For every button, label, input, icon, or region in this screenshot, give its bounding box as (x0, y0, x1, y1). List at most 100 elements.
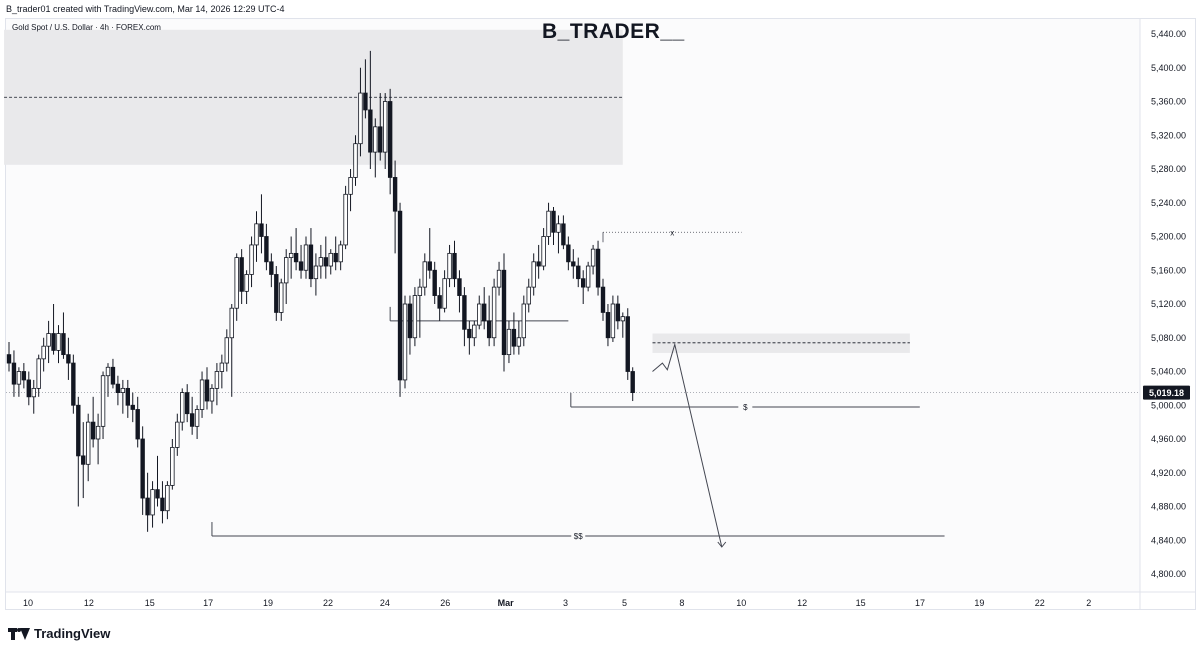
candle-body[interactable] (170, 447, 175, 486)
candle-body[interactable] (76, 404, 81, 457)
candle-body[interactable] (338, 244, 343, 263)
candle-body[interactable] (288, 252, 294, 258)
candle-body[interactable] (417, 286, 423, 296)
candle-body[interactable] (467, 328, 472, 339)
candle-body[interactable] (308, 244, 314, 280)
candle-body[interactable] (571, 261, 576, 267)
candle-body[interactable] (155, 489, 160, 499)
candle-body[interactable] (432, 269, 437, 296)
candle-body[interactable] (140, 438, 145, 499)
candle-body[interactable] (90, 421, 96, 440)
candle-body[interactable] (506, 328, 512, 356)
candle-body[interactable] (16, 371, 22, 385)
candle-body[interactable] (422, 261, 427, 288)
candle-body[interactable] (249, 244, 254, 275)
candle-body[interactable] (486, 320, 492, 339)
candle-body[interactable] (536, 261, 541, 267)
candle-body[interactable] (620, 316, 625, 322)
candle-body[interactable] (269, 261, 274, 275)
candle-body[interactable] (382, 101, 388, 153)
candle-body[interactable] (387, 101, 393, 178)
candle-body[interactable] (625, 316, 630, 372)
candle-body[interactable] (36, 358, 41, 389)
candle-body[interactable] (11, 362, 17, 385)
candle-body[interactable] (481, 303, 487, 322)
candle-body[interactable] (402, 303, 408, 381)
candle-body[interactable] (194, 409, 200, 427)
candle-body[interactable] (199, 379, 205, 410)
candle-body[interactable] (125, 387, 130, 406)
candle-body[interactable] (180, 392, 185, 423)
candle-body[interactable] (358, 92, 363, 145)
candle-body[interactable] (279, 282, 284, 313)
candle-body[interactable] (605, 312, 611, 339)
candle-body[interactable] (204, 379, 210, 402)
candle-body[interactable] (462, 295, 467, 330)
candle-body[interactable] (214, 371, 220, 389)
candle-body[interactable] (615, 303, 621, 322)
candle-body[interactable] (392, 177, 398, 212)
candle-body[interactable] (229, 307, 234, 339)
candle-body[interactable] (6, 354, 12, 364)
candle-body[interactable] (26, 379, 31, 398)
candle-body[interactable] (561, 223, 566, 246)
candle-body[interactable] (46, 333, 51, 347)
candle-body[interactable] (521, 303, 526, 339)
candle-body[interactable] (516, 337, 522, 347)
candle-body[interactable] (600, 286, 606, 313)
candle-body[interactable] (264, 236, 269, 263)
candle-body[interactable] (595, 248, 601, 288)
candle-body[interactable] (244, 274, 249, 292)
candle-body[interactable] (585, 265, 591, 288)
candle-body[interactable] (437, 295, 442, 309)
candle-body[interactable] (501, 269, 507, 356)
candle-body[interactable] (81, 455, 86, 465)
candle-body[interactable] (135, 409, 140, 440)
candle-body[interactable] (61, 333, 66, 356)
candle-body[interactable] (31, 387, 36, 398)
candle-body[interactable] (95, 425, 101, 440)
candle-body[interactable] (457, 278, 462, 296)
candle-body[interactable] (254, 223, 259, 246)
candle-body[interactable] (66, 354, 71, 364)
candle-body[interactable] (348, 177, 353, 195)
candle-body[interactable] (86, 421, 91, 465)
candle-body[interactable] (41, 345, 46, 360)
candle-body[interactable] (71, 362, 76, 406)
candle-body[interactable] (56, 333, 61, 351)
candle-body[interactable] (526, 286, 531, 305)
candle-body[interactable] (397, 210, 403, 381)
candle-body[interactable] (581, 278, 586, 288)
candle-body[interactable] (452, 252, 457, 280)
candle-body[interactable] (407, 303, 413, 339)
candle-body[interactable] (323, 257, 328, 267)
candle-body[interactable] (303, 244, 309, 271)
candle-body[interactable] (363, 92, 368, 111)
projection-path[interactable] (652, 342, 723, 548)
candle-body[interactable] (477, 303, 482, 326)
candle-body[interactable] (51, 333, 56, 351)
candle-body[interactable] (209, 387, 215, 402)
candle-body[interactable] (472, 324, 477, 339)
candle-body[interactable] (160, 497, 165, 512)
candle-body[interactable] (343, 193, 348, 246)
candle-body[interactable] (442, 278, 447, 309)
candle-body[interactable] (427, 261, 432, 271)
candle-body[interactable] (259, 223, 264, 237)
tradingview-footer[interactable]: TradingView (8, 626, 110, 641)
candle-body[interactable] (412, 295, 418, 339)
candle-body[interactable] (546, 210, 551, 237)
candle-body[interactable] (283, 257, 289, 284)
candle-body[interactable] (576, 265, 581, 280)
candle-body[interactable] (184, 392, 190, 415)
candle-body[interactable] (115, 383, 121, 393)
candle-body[interactable] (189, 413, 195, 427)
candle-body[interactable] (566, 244, 571, 263)
candle-body[interactable] (378, 126, 383, 153)
candle-body[interactable] (556, 223, 561, 233)
candle-body[interactable] (447, 252, 452, 280)
candle-body[interactable] (21, 371, 27, 381)
supply-demand-zone[interactable] (652, 333, 910, 353)
candle-body[interactable] (274, 274, 279, 313)
